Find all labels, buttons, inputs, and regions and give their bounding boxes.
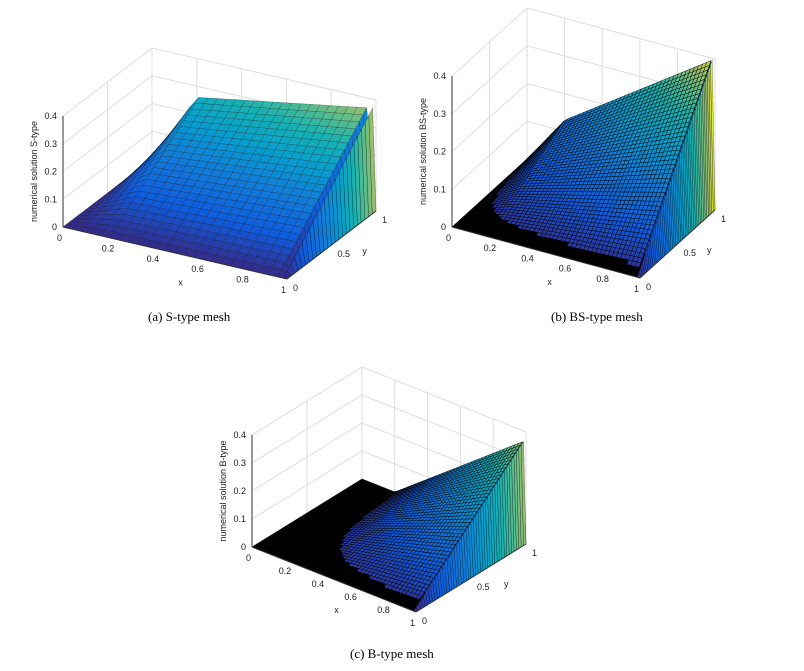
- surface-plot-bs-type: 0 0.2 0.4 0.6 0.8 1 0 0.5 1 0 0.1 0.2 0.3 0.4 x y numeri…: [400, 0, 804, 300]
- surface-plot-b-type: 0 0.2 0.4 0.6 0.8 1 0 0.5 1 0 0.1 0.2 0.3 0.4 x y numeri…: [200, 340, 604, 640]
- surface-plot-bs-type-svg: 00.20.40.60.81 00.5100.10.20.30.4xynumeri…: [418, 7, 726, 294]
- z-tick-label: 0: [52, 222, 57, 232]
- z-tick-label: 0.3: [44, 139, 57, 149]
- z-tick-label: 0.4: [433, 71, 446, 81]
- z-tick-label: 0.4: [44, 111, 57, 121]
- z-tick-label: 0.3: [433, 109, 446, 119]
- x-tick-label: 0.2: [102, 243, 115, 253]
- x-tick-label: 0.4: [521, 253, 534, 263]
- axes: 00.20.40.60.81 00.5100.10.20.30.4xynumeri…: [418, 71, 726, 294]
- x-tick-label: 0.8: [236, 275, 249, 285]
- x-tick-label: 0: [446, 233, 451, 243]
- plot-area: 00.20.40.60.81 00.5100.10.20.30.4xynumeri…: [29, 47, 387, 295]
- plot-area: 00.20.40.60.81 00.5100.10.20.30.4xynumeri…: [418, 7, 726, 294]
- y-tick-label: 1: [721, 214, 726, 224]
- z-axis-label: numerical solution BS-type: [418, 98, 428, 205]
- x-tick-label: 0.8: [596, 274, 609, 284]
- axes: 00.20.40.60.81 00.5100.10.20.30.4xynumeri…: [29, 111, 387, 295]
- y-axis-label: y: [707, 245, 712, 255]
- x-axis-label: x: [547, 277, 552, 287]
- y-tick-label: 0.5: [684, 248, 697, 258]
- z-tick-label: 0.2: [433, 147, 446, 157]
- y-axis-label: y: [362, 246, 367, 256]
- z-axis-label: numerical solution S-type: [29, 121, 39, 222]
- caption-bs-type: (b) BS-type mesh: [551, 309, 643, 324]
- x-tick-label: 0.2: [484, 243, 497, 253]
- x-tick-label: 0.4: [147, 254, 160, 264]
- caption-s-type: (a) S-type mesh: [148, 309, 231, 324]
- z-tick-label: 0.1: [44, 194, 57, 204]
- z-tick-label: 0.2: [44, 167, 57, 177]
- z-tick-label: 0.1: [433, 184, 446, 194]
- x-tick-label: 0.6: [559, 264, 572, 274]
- x-axis-line: [62, 226, 288, 280]
- x-tick-label: 0.6: [191, 264, 204, 274]
- surface-side: [283, 107, 377, 280]
- y-tick-label: 0: [646, 282, 651, 292]
- y-axis-line: [286, 210, 377, 280]
- y-tick-label: 0.5: [338, 249, 351, 259]
- x-tick-label: 1: [281, 285, 286, 295]
- plot-area: 00.20.40.60.81 00.5100.10.20.30.4xynumeri…: [218, 366, 537, 628]
- grid-line-z: [251, 366, 527, 436]
- z-tick-label: 0: [441, 222, 446, 232]
- x-axis-label: x: [178, 278, 183, 288]
- surface-plot-s-type: 0 0.2 0.4 0.6 0.8 1 0 0.5 1 0 0.1 0.2 0.3 0.4 x y numeri…: [0, 0, 400, 300]
- x-tick-label: 0: [57, 233, 62, 243]
- y-tick-label: 1: [382, 215, 387, 225]
- surface-plot-b-type-svg: 00.20.40.60.81 00.5100.10.20.30.4xynumeri…: [218, 366, 537, 628]
- x-axis-line: [451, 226, 641, 279]
- grid-line-z: [251, 394, 527, 464]
- y-tick-label: 0: [293, 283, 298, 293]
- surface-plot-s-type-svg: 00.20.40.60.81 00.5100.10.20.30.4xynumeri…: [29, 47, 387, 295]
- y-axis-line: [639, 209, 716, 279]
- grid-line-z: [451, 7, 716, 77]
- x-tick-label: 1: [634, 284, 639, 294]
